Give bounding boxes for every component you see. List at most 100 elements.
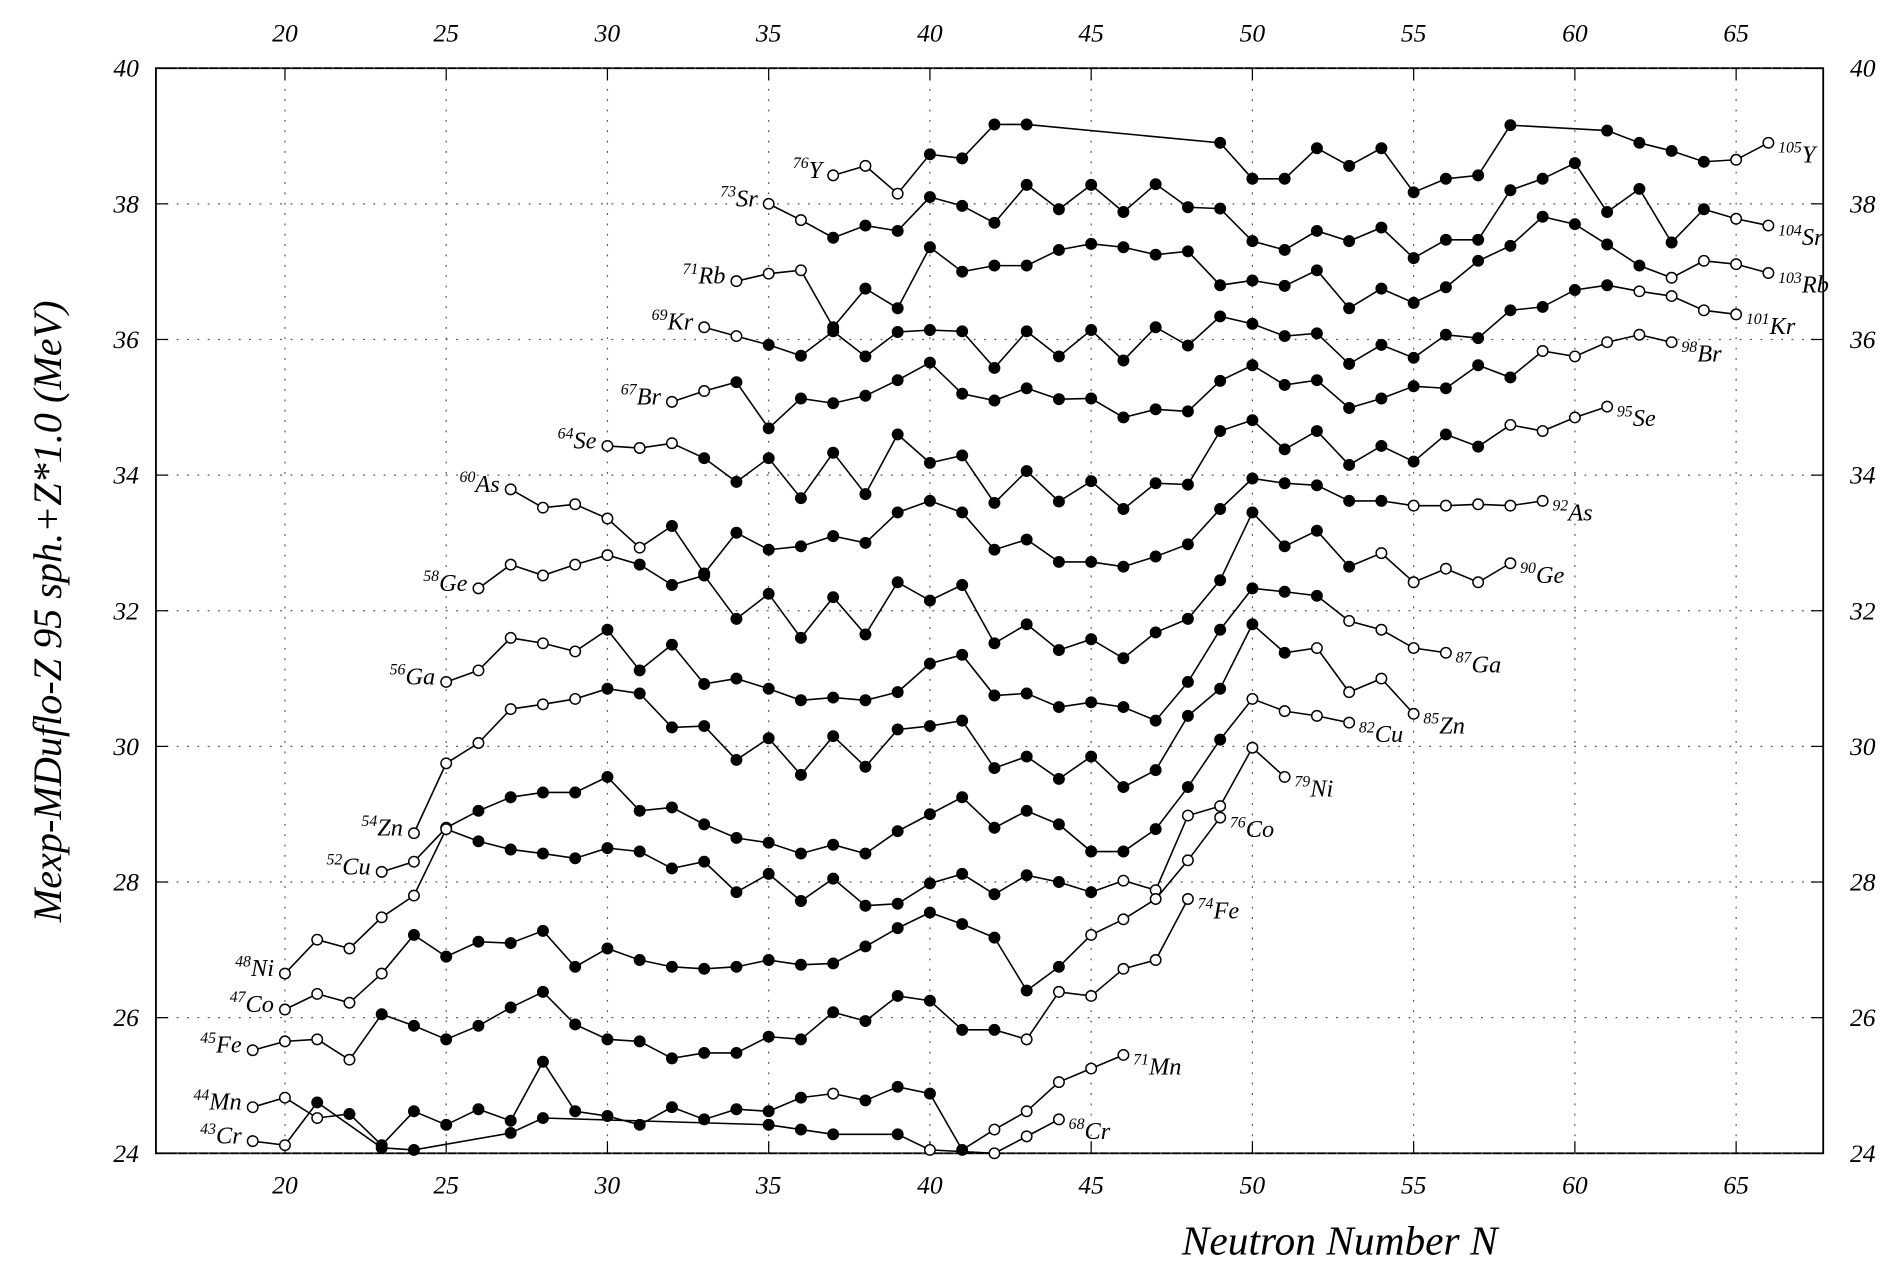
filled-point (536, 847, 549, 860)
filled-point (891, 428, 904, 441)
filled-point (1117, 701, 1130, 714)
filled-point (1149, 626, 1162, 639)
filled-point (762, 867, 775, 880)
filled-point (504, 1001, 517, 1014)
open-point (536, 698, 549, 711)
element-symbol: Sr (1802, 224, 1824, 251)
filled-point (827, 957, 840, 970)
filled-point (1601, 206, 1614, 218)
filled-point (633, 687, 646, 700)
mass-number: 95 (1617, 403, 1633, 420)
filled-point (988, 637, 1001, 650)
filled-point (859, 389, 872, 402)
mass-number: 73 (720, 184, 736, 201)
open-point (569, 558, 582, 571)
filled-point (1343, 159, 1356, 172)
open-point (923, 1143, 936, 1156)
open-point (891, 187, 904, 200)
end-label: 101Kr (1746, 311, 1796, 340)
filled-point (730, 1103, 743, 1116)
filled-point (536, 985, 549, 998)
filled-point (698, 452, 711, 465)
filled-point (1052, 243, 1065, 256)
filled-point (1278, 477, 1291, 490)
open-point (1762, 267, 1775, 279)
isotope-line (704, 284, 1737, 370)
filled-point (536, 924, 549, 937)
open-point (1665, 336, 1678, 349)
filled-point (1149, 321, 1162, 334)
start-label: 71Rb (683, 261, 726, 290)
open-point (1375, 672, 1388, 685)
filled-point (569, 1105, 582, 1118)
filled-point (988, 361, 1001, 374)
filled-point (923, 324, 936, 336)
open-point (311, 933, 324, 946)
filled-point (988, 689, 1001, 702)
open-point (343, 996, 356, 1009)
filled-point (1665, 144, 1678, 157)
end-label: 74Fe (1198, 896, 1240, 925)
mass-number: 87 (1456, 650, 1473, 667)
open-point (278, 1091, 291, 1104)
filled-point (1085, 750, 1098, 763)
open-point (472, 582, 485, 595)
filled-point (762, 543, 775, 556)
open-point (1504, 418, 1517, 431)
filled-point (1343, 560, 1356, 573)
mass-number: 68 (1069, 1116, 1085, 1133)
end-label: 92As (1552, 498, 1592, 527)
open-point (278, 1003, 291, 1016)
filled-point (762, 587, 775, 600)
filled-point (891, 224, 904, 237)
filled-point (472, 804, 485, 817)
filled-point (1181, 538, 1194, 551)
filled-point (1052, 701, 1065, 714)
filled-point (956, 579, 969, 591)
filled-point (1181, 405, 1194, 418)
element-symbol: Sr (736, 185, 758, 212)
filled-point (633, 1118, 646, 1131)
filled-point (1020, 750, 1033, 763)
filled-point (794, 349, 807, 362)
filled-point (1085, 845, 1098, 858)
filled-point (569, 852, 582, 865)
open-point (1343, 716, 1356, 729)
filled-point (1343, 458, 1356, 471)
filled-point (1343, 402, 1356, 414)
filled-point (1568, 157, 1581, 170)
mass-number: 85 (1423, 711, 1439, 728)
open-point (1536, 345, 1549, 357)
filled-point (762, 452, 775, 465)
open-point (1407, 576, 1420, 589)
end-label: 103Rb (1778, 270, 1829, 299)
filled-point (923, 356, 936, 369)
element-symbol: Rb (697, 263, 725, 290)
start-label: 73Sr (720, 184, 758, 213)
filled-point (1117, 503, 1130, 515)
open-point (1052, 1076, 1065, 1089)
element-symbol: Br (1697, 341, 1722, 368)
x-tick-label: 30 (594, 1170, 621, 1199)
open-point (1697, 304, 1710, 317)
element-symbol: Ga (405, 663, 435, 690)
y-tick-label-right: 30 (1849, 732, 1876, 761)
filled-point (633, 954, 646, 966)
mass-number: 76 (793, 155, 809, 172)
filled-point (375, 1008, 388, 1021)
filled-point (1375, 494, 1388, 507)
filled-point (1278, 540, 1291, 553)
filled-point (1310, 374, 1323, 387)
filled-point (1117, 411, 1130, 424)
element-symbol: Ni (1309, 775, 1333, 802)
mass-number: 92 (1552, 498, 1568, 515)
filled-point (859, 847, 872, 860)
filled-point (988, 496, 1001, 509)
filled-point (1052, 772, 1065, 785)
filled-point (1052, 876, 1065, 888)
filled-point (1278, 330, 1291, 343)
filled-point (1181, 612, 1194, 625)
filled-point (665, 1052, 678, 1065)
open-point (1052, 1113, 1065, 1126)
filled-point (633, 804, 646, 817)
